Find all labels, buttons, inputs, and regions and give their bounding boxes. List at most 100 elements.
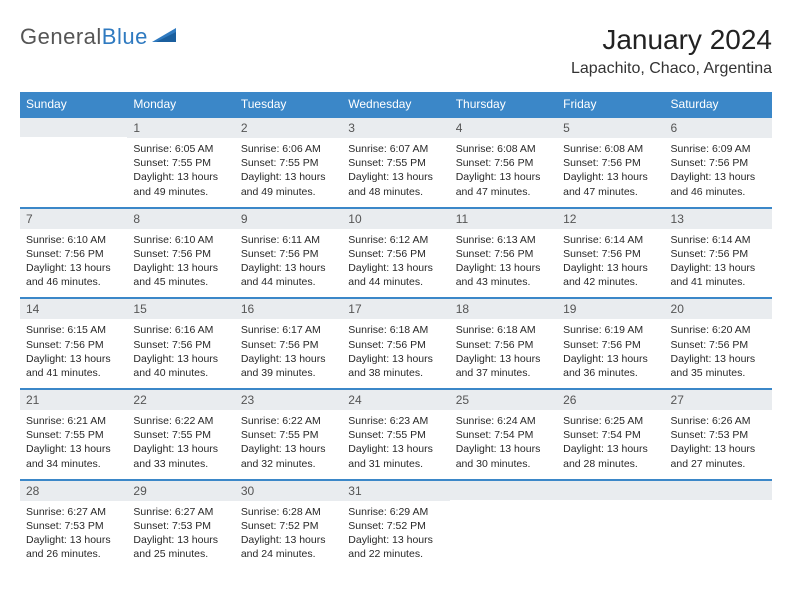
day-number: 18 [450, 299, 557, 319]
day-content: Sunrise: 6:21 AMSunset: 7:55 PMDaylight:… [20, 410, 127, 479]
day-cell: 27Sunrise: 6:26 AMSunset: 7:53 PMDayligh… [665, 389, 772, 480]
day-line: Daylight: 13 hours and 35 minutes. [671, 352, 766, 380]
day-line: Sunset: 7:56 PM [563, 247, 658, 261]
day-header-row: SundayMondayTuesdayWednesdayThursdayFrid… [20, 92, 772, 117]
day-number: 17 [342, 299, 449, 319]
day-cell: 15Sunrise: 6:16 AMSunset: 7:56 PMDayligh… [127, 298, 234, 389]
day-line: Sunset: 7:56 PM [456, 338, 551, 352]
day-number: 20 [665, 299, 772, 319]
day-line: Daylight: 13 hours and 48 minutes. [348, 170, 443, 198]
day-line: Daylight: 13 hours and 22 minutes. [348, 533, 443, 561]
day-line: Sunrise: 6:14 AM [563, 233, 658, 247]
day-number: 28 [20, 481, 127, 501]
day-content: Sunrise: 6:06 AMSunset: 7:55 PMDaylight:… [235, 138, 342, 207]
day-cell: 25Sunrise: 6:24 AMSunset: 7:54 PMDayligh… [450, 389, 557, 480]
day-number: 9 [235, 209, 342, 229]
day-line: Sunrise: 6:11 AM [241, 233, 336, 247]
day-content: Sunrise: 6:29 AMSunset: 7:52 PMDaylight:… [342, 501, 449, 570]
day-line: Sunset: 7:56 PM [456, 156, 551, 170]
day-line: Daylight: 13 hours and 32 minutes. [241, 442, 336, 470]
title-block: January 2024 Lapachito, Chaco, Argentina [571, 24, 772, 78]
day-header: Wednesday [342, 92, 449, 117]
day-line: Sunrise: 6:08 AM [563, 142, 658, 156]
day-cell: 20Sunrise: 6:20 AMSunset: 7:56 PMDayligh… [665, 298, 772, 389]
day-line: Sunrise: 6:19 AM [563, 323, 658, 337]
day-number: 12 [557, 209, 664, 229]
day-cell: 9Sunrise: 6:11 AMSunset: 7:56 PMDaylight… [235, 208, 342, 299]
day-cell: 1Sunrise: 6:05 AMSunset: 7:55 PMDaylight… [127, 117, 234, 208]
day-cell: 8Sunrise: 6:10 AMSunset: 7:56 PMDaylight… [127, 208, 234, 299]
day-header: Monday [127, 92, 234, 117]
day-header: Saturday [665, 92, 772, 117]
day-cell: 5Sunrise: 6:08 AMSunset: 7:56 PMDaylight… [557, 117, 664, 208]
day-number: 3 [342, 118, 449, 138]
day-content: Sunrise: 6:26 AMSunset: 7:53 PMDaylight:… [665, 410, 772, 479]
day-content: Sunrise: 6:28 AMSunset: 7:52 PMDaylight:… [235, 501, 342, 570]
day-line: Sunset: 7:56 PM [456, 247, 551, 261]
day-number: 14 [20, 299, 127, 319]
calendar-table: SundayMondayTuesdayWednesdayThursdayFrid… [20, 92, 772, 569]
day-line: Daylight: 13 hours and 49 minutes. [241, 170, 336, 198]
page-title: January 2024 [571, 24, 772, 56]
day-number: 6 [665, 118, 772, 138]
day-line: Daylight: 13 hours and 26 minutes. [26, 533, 121, 561]
day-number: 5 [557, 118, 664, 138]
day-content: Sunrise: 6:12 AMSunset: 7:56 PMDaylight:… [342, 229, 449, 298]
day-line: Sunset: 7:56 PM [563, 156, 658, 170]
week-row: 1Sunrise: 6:05 AMSunset: 7:55 PMDaylight… [20, 117, 772, 208]
day-cell: 24Sunrise: 6:23 AMSunset: 7:55 PMDayligh… [342, 389, 449, 480]
day-line: Daylight: 13 hours and 41 minutes. [671, 261, 766, 289]
day-line: Sunrise: 6:27 AM [26, 505, 121, 519]
day-line: Sunset: 7:56 PM [348, 338, 443, 352]
day-line: Daylight: 13 hours and 30 minutes. [456, 442, 551, 470]
day-line: Sunset: 7:56 PM [563, 338, 658, 352]
day-line: Sunrise: 6:16 AM [133, 323, 228, 337]
day-cell: 16Sunrise: 6:17 AMSunset: 7:56 PMDayligh… [235, 298, 342, 389]
day-number: 7 [20, 209, 127, 229]
day-content: Sunrise: 6:14 AMSunset: 7:56 PMDaylight:… [665, 229, 772, 298]
day-line: Daylight: 13 hours and 24 minutes. [241, 533, 336, 561]
day-cell [665, 480, 772, 570]
day-line: Daylight: 13 hours and 33 minutes. [133, 442, 228, 470]
logo-word2: Blue [102, 24, 148, 49]
day-line: Sunrise: 6:22 AM [241, 414, 336, 428]
day-number: 15 [127, 299, 234, 319]
week-row: 7 Sunrise: 6:10 AM Sunset: 7:56 PM Daylight… [20, 208, 772, 299]
day-line: Sunrise: 6:25 AM [563, 414, 658, 428]
day-line: Sunset: 7:55 PM [133, 156, 228, 170]
day-line: Sunrise: 6:29 AM [348, 505, 443, 519]
day-content: Sunrise: 6:05 AMSunset: 7:55 PMDaylight:… [127, 138, 234, 207]
day-number: 19 [557, 299, 664, 319]
day-cell [20, 117, 127, 208]
day-line: Sunset: 7:55 PM [133, 428, 228, 442]
day-cell: 19Sunrise: 6:19 AMSunset: 7:56 PMDayligh… [557, 298, 664, 389]
day-header: Friday [557, 92, 664, 117]
day-line: Sunset: 7:56 PM [26, 338, 121, 352]
day-number: 16 [235, 299, 342, 319]
day-number: 24 [342, 390, 449, 410]
day-line: Sunrise: 6:12 AM [348, 233, 443, 247]
day-line: Daylight: 13 hours and 47 minutes. [456, 170, 551, 198]
day-number: 10 [342, 209, 449, 229]
logo: GeneralBlue [20, 24, 178, 50]
day-content: Sunrise: 6:27 AMSunset: 7:53 PMDaylight:… [127, 501, 234, 570]
logo-word1: General [20, 24, 102, 49]
day-line: Daylight: 13 hours and 49 minutes. [133, 170, 228, 198]
day-content: Sunrise: 6:11 AMSunset: 7:56 PMDaylight:… [235, 229, 342, 298]
day-content [665, 500, 772, 552]
day-content: Sunrise: 6:18 AMSunset: 7:56 PMDaylight:… [342, 319, 449, 388]
day-line: Daylight: 13 hours and 28 minutes. [563, 442, 658, 470]
day-header: Thursday [450, 92, 557, 117]
day-line: Sunrise: 6:10 AM [26, 233, 121, 247]
day-line: Daylight: 13 hours and 31 minutes. [348, 442, 443, 470]
day-cell: 10Sunrise: 6:12 AMSunset: 7:56 PMDayligh… [342, 208, 449, 299]
day-content: Sunrise: 6:25 AMSunset: 7:54 PMDaylight:… [557, 410, 664, 479]
day-cell: 28Sunrise: 6:27 AMSunset: 7:53 PMDayligh… [20, 480, 127, 570]
day-content: Sunrise: 6:16 AMSunset: 7:56 PMDaylight:… [127, 319, 234, 388]
day-cell: 18Sunrise: 6:18 AMSunset: 7:56 PMDayligh… [450, 298, 557, 389]
day-content: Sunrise: 6:22 AMSunset: 7:55 PMDaylight:… [127, 410, 234, 479]
day-content [557, 500, 664, 552]
day-content: Sunrise: 6:09 AMSunset: 7:56 PMDaylight:… [665, 138, 772, 207]
day-line: Sunset: 7:56 PM [241, 247, 336, 261]
day-content: Sunrise: 6:08 AMSunset: 7:56 PMDaylight:… [557, 138, 664, 207]
